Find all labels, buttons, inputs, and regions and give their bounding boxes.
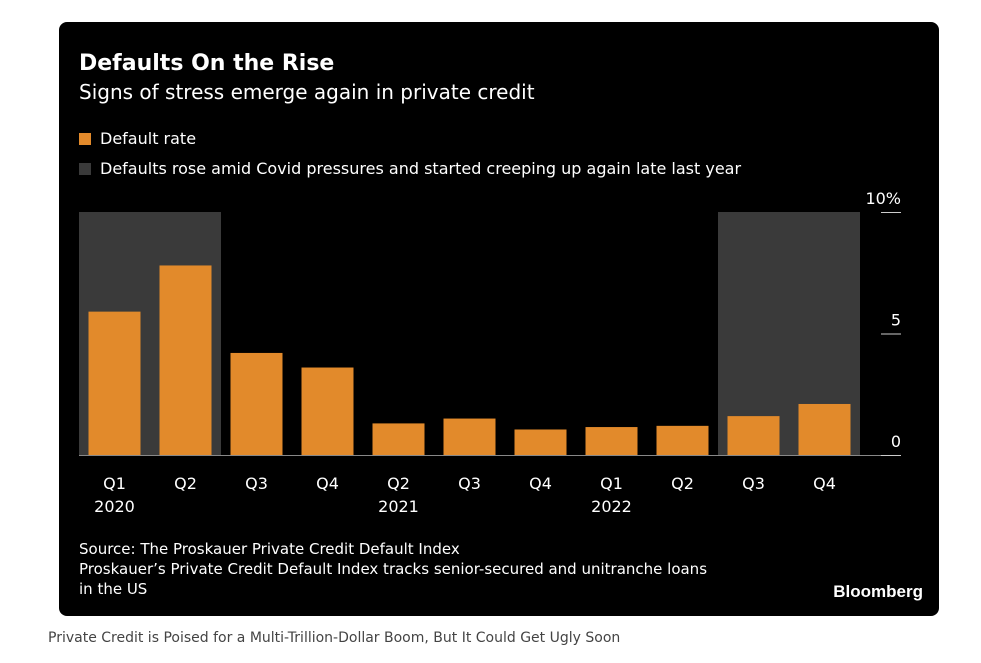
bar xyxy=(585,427,638,455)
x-tick-label: Q2 xyxy=(387,474,410,493)
x-year-label: 2022 xyxy=(591,497,632,516)
x-tick-label: Q3 xyxy=(458,474,481,493)
x-tick-label: Q3 xyxy=(245,474,268,493)
legend-swatch-default-rate xyxy=(79,132,91,145)
legend-swatch-shaded xyxy=(79,162,91,175)
legend-shaded-period: Defaults rose amid Covid pressures and s… xyxy=(79,159,741,178)
x-tick-label: Q3 xyxy=(742,474,765,493)
bar xyxy=(514,429,567,455)
x-tick-label: Q4 xyxy=(529,474,552,493)
bar xyxy=(230,352,283,455)
image-caption: Private Credit is Poised for a Multi-Tri… xyxy=(48,630,621,646)
source-text: Source: The Proskauer Private Credit Def… xyxy=(79,540,460,558)
legend-label-shaded: Defaults rose amid Covid pressures and s… xyxy=(100,159,742,178)
bar xyxy=(301,367,354,455)
bloomberg-logo: Bloomberg xyxy=(833,582,923,601)
bar xyxy=(727,416,780,455)
bar xyxy=(443,418,496,455)
y-tick-label: 0 xyxy=(891,432,901,451)
bar xyxy=(656,425,709,455)
x-tick-label: Q1 xyxy=(103,474,126,493)
chart-subtitle: Signs of stress emerge again in private … xyxy=(79,80,535,104)
x-year-label: 2021 xyxy=(378,497,419,516)
note-text-line1: Proskauer’s Private Credit Default Index… xyxy=(79,560,708,578)
chart-footer: Source: The Proskauer Private Credit Def… xyxy=(79,539,707,599)
x-tick-label: Q1 xyxy=(600,474,623,493)
bar xyxy=(372,423,425,455)
y-tick-label: 10% xyxy=(865,189,901,208)
legend-label-default-rate: Default rate xyxy=(100,129,197,148)
x-year-label: 2020 xyxy=(94,497,135,516)
x-tick-label: Q4 xyxy=(813,474,836,493)
bar xyxy=(159,265,212,455)
bar xyxy=(798,403,851,455)
chart-card: Defaults On the Rise Signs of stress eme… xyxy=(59,22,939,616)
x-tick-label: Q2 xyxy=(671,474,694,493)
bar xyxy=(88,311,141,455)
x-tick-label: Q2 xyxy=(174,474,197,493)
x-tick-label: Q4 xyxy=(316,474,339,493)
chart-title: Defaults On the Rise xyxy=(79,51,335,76)
legend-default-rate: Default rate xyxy=(79,129,196,148)
bar-chart: Q1 2020 Q2 Q3 Q4 Q2 2021 Q3 Q4 Q1 2022 Q2 Q3 Q4 0 5 10% xyxy=(79,189,901,516)
y-tick-label: 5 xyxy=(891,311,901,330)
note-text-line2: in the US xyxy=(79,580,148,598)
